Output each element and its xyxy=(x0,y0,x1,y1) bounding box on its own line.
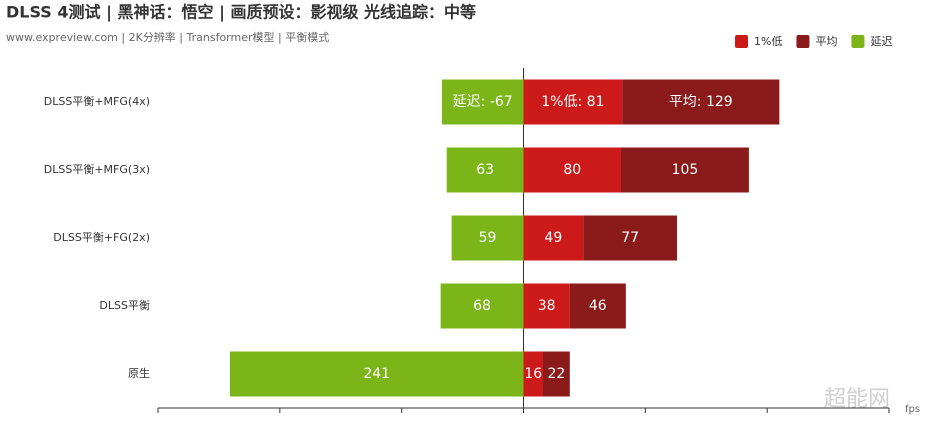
bar-segment xyxy=(441,79,524,125)
legend-label: 1%低 xyxy=(754,35,782,48)
data-label: 241 xyxy=(363,366,390,382)
data-label: 延迟: -67 xyxy=(453,94,513,110)
bar-segment xyxy=(620,147,749,193)
bar-segment xyxy=(523,351,543,397)
bar-segment xyxy=(523,147,621,193)
y-tick-label: DLSS平衡 xyxy=(99,299,150,312)
bar-segment xyxy=(446,147,524,193)
legend-swatch xyxy=(851,35,865,48)
bar-segment xyxy=(583,215,678,261)
bar-segment xyxy=(451,215,524,261)
bar-segment xyxy=(523,215,584,261)
y-tick-label: DLSS平衡+MFG(4x) xyxy=(44,95,150,108)
legend-label: 延迟 xyxy=(870,35,892,48)
data-label: 63 xyxy=(476,162,494,178)
data-label: 80 xyxy=(563,162,581,178)
y-tick-label: 原生 xyxy=(128,366,150,380)
data-label: 68 xyxy=(473,298,491,314)
data-label: 77 xyxy=(621,230,639,246)
bar-segment xyxy=(440,283,524,329)
y-tick-label: DLSS平衡+FG(2x) xyxy=(53,231,150,244)
legend-swatch xyxy=(735,35,748,48)
data-label: 38 xyxy=(538,298,556,314)
chart-subtitle: www.expreview.com | 2K分辨率 | Transformer模… xyxy=(6,30,329,44)
data-label: 49 xyxy=(544,230,562,246)
y-tick-label: DLSS平衡+MFG(3x) xyxy=(44,163,150,176)
data-label: 105 xyxy=(672,162,699,178)
data-label: 1%低: 81 xyxy=(541,94,604,110)
chart-title: DLSS 4测试 | 黑神话：悟空 | 画质预设：影视级 光线追踪：中等 xyxy=(6,3,476,23)
legend-swatch xyxy=(796,35,810,48)
legend-label: 平均 xyxy=(815,35,837,48)
data-label: 46 xyxy=(589,298,607,314)
bar-segment xyxy=(542,351,570,397)
data-label: 16 xyxy=(524,366,542,382)
data-label: 59 xyxy=(479,230,497,246)
data-label: 22 xyxy=(547,366,565,382)
bar-segment xyxy=(229,351,524,397)
bar-segment xyxy=(569,283,626,329)
bar-segment xyxy=(622,79,780,125)
data-label: 平均: 129 xyxy=(669,94,733,110)
x-axis-label: fps xyxy=(905,404,920,415)
bar-segment xyxy=(523,283,570,329)
bar-segment xyxy=(523,79,623,125)
